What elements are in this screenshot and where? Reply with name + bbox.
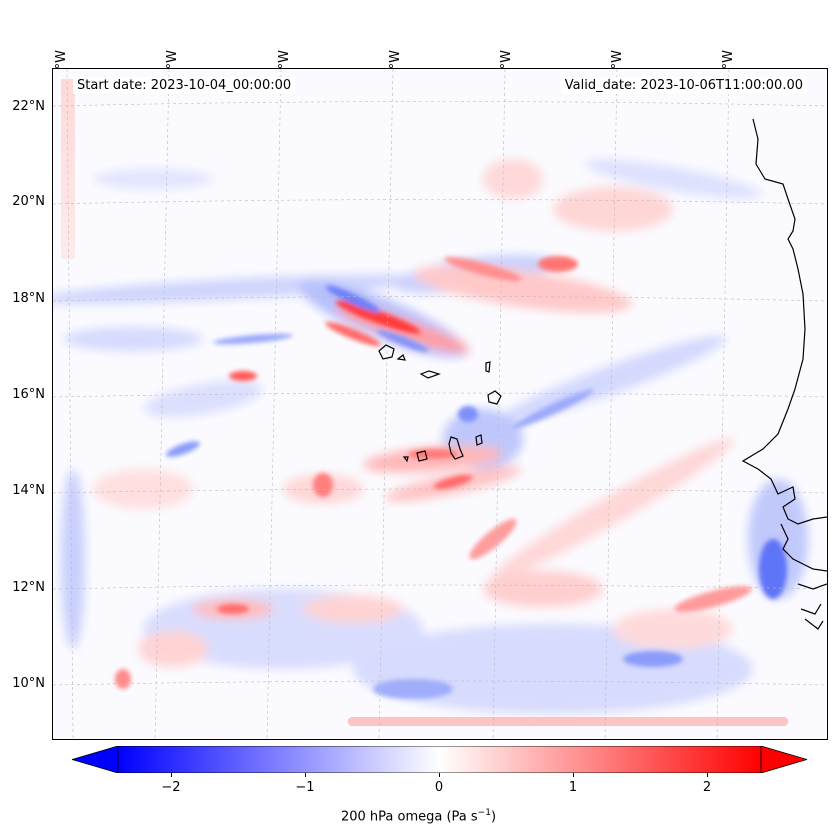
island-santo-antao <box>378 344 395 360</box>
lat-label: 10°N <box>12 676 45 691</box>
island-fogo <box>416 450 428 462</box>
colorbar-tick-label: 2 <box>702 780 712 795</box>
island-boa-vista <box>487 390 502 405</box>
island-maio <box>475 434 483 446</box>
colorbar-label-main: 200 hPa omega (Pa s <box>340 809 478 825</box>
colorbar-tickmark <box>439 773 440 777</box>
island-sao-nicolau <box>419 370 441 379</box>
colorbar-extend-high <box>760 746 807 773</box>
colorbar-label-close: ) <box>490 809 497 825</box>
start-date-label: Start date: 2023-10-04_00:00:00 <box>73 77 296 94</box>
omega-field <box>53 69 827 739</box>
colorbar-tick-label: −1 <box>295 780 315 795</box>
gridlines <box>53 69 827 739</box>
edge-band-left <box>61 79 75 259</box>
island-sal <box>485 361 491 373</box>
valid-date-label: Valid_date: 2023-10-06T11:00:00.00 <box>560 77 807 94</box>
colorbar-label: 200 hPa omega (Pa s−1) <box>0 808 837 824</box>
lat-label: 22°N <box>12 99 45 114</box>
colorbar-tick-label: −2 <box>161 780 181 795</box>
edge-band-bottom <box>348 717 788 726</box>
omega-map: Start date: 2023-10-04_00:00:00 Valid_da… <box>52 68 828 740</box>
colorbar-tick-label: 1 <box>568 780 578 795</box>
island-santiago <box>448 436 464 460</box>
lat-label: 14°N <box>12 483 45 498</box>
lat-label: 18°N <box>12 291 45 306</box>
colorbar-label-exponent: −1 <box>477 808 491 818</box>
lat-label: 16°N <box>12 387 45 402</box>
omega-blobs-fine <box>115 256 787 699</box>
island-sao-vicente <box>396 354 406 361</box>
colorbar-tickmark <box>171 773 172 777</box>
island-brava <box>402 456 409 463</box>
africa-coastline <box>741 118 827 630</box>
colorbar <box>72 746 807 773</box>
lat-label: 20°N <box>12 194 45 209</box>
colorbar-tickmark <box>707 773 708 777</box>
colorbar-tick-label: 0 <box>434 780 444 795</box>
coastlines <box>378 118 827 630</box>
colorbar-tickmark <box>573 773 574 777</box>
colorbar-gradient <box>117 746 762 773</box>
colorbar-tickmark <box>305 773 306 777</box>
colorbar-extend-low <box>72 746 119 773</box>
lat-label: 12°N <box>12 580 45 595</box>
